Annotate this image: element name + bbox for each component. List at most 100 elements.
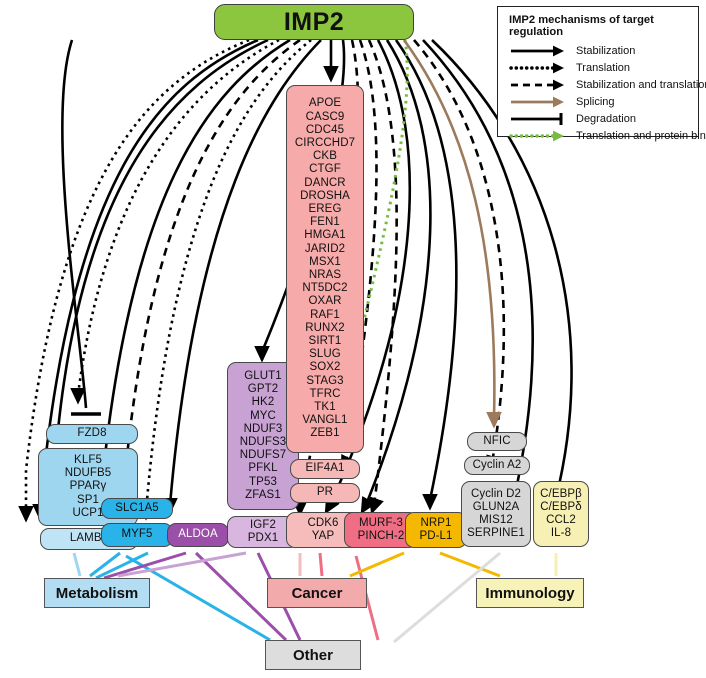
gene-label: NDUFB5 [64,467,112,480]
category-label: Cancer [291,584,343,602]
target-node-nrp1: NRP1 PD-L1 [405,512,467,548]
category-cancer: Cancer [267,578,367,608]
gene-label: MYF5 [121,528,153,541]
category-label: Metabolism [55,584,139,602]
gene-label: PR [316,486,334,499]
gene-label: SOX2 [309,361,341,374]
gene-label: VANGL1 [302,414,348,427]
gene-label: TP53 [249,475,277,488]
category-metabolism: Metabolism [44,578,150,608]
gene-label: ALDOA [178,528,218,541]
legend-item: Stabilization [507,42,689,59]
target-node-cancer-list: APOE CASC9 CDC45 CIRCCHD7 CKB CTGF DANCR DROSHA… [286,85,364,453]
gene-label: NFIC [483,434,511,447]
gene-label: GLUN2A [472,500,520,513]
gene-label: PINCH-2 [357,530,405,542]
gene-label: JARID2 [304,242,346,255]
gene-label: TK1 [314,401,336,414]
target-node-fzd8: FZD8 [46,424,138,444]
target-node-myf5: MYF5 [101,523,173,547]
gene-label: ZEB1 [310,427,340,440]
imp2-label: IMP2 [283,7,345,36]
gene-label: UCP1 [72,506,104,519]
category-other: Other [265,640,361,670]
gene-label: NDUFS3 [239,436,287,448]
legend-item: Translation and protein binding [507,127,706,144]
gene-label: DROSHA [300,189,350,202]
gene-label: MYC [250,409,276,422]
legend-item: Degradation [507,110,689,127]
gene-label: EIF4A1 [305,462,345,475]
gene-label: ZFAS1 [245,488,281,501]
gene-label: GLUT1 [244,369,282,382]
gene-label: CCL2 [546,514,576,526]
legend-line-sample [509,130,564,141]
legend-line-sample [509,62,564,73]
gene-label: PFKL [248,462,278,475]
gene-label: Cyclin A2 [472,458,522,471]
gene-label: CIRCCHD7 [294,136,356,149]
gene-label: HMGA1 [304,229,346,242]
gene-label: RUNX2 [305,321,345,334]
gene-label: C/EBPβ [540,487,582,500]
gene-label: NT5DC2 [302,282,348,295]
gene-label: CKB [313,150,337,163]
gene-label: APOE [308,97,342,110]
category-label: Immunology [485,584,575,602]
target-node-pr: PR [290,483,360,503]
legend-item-label: Stabilization [576,44,636,57]
gene-label: LAMB2 [69,532,109,545]
legend-item-label: Stabilization and translation [576,78,706,91]
imp2-root-node: IMP2 [214,4,414,40]
legend-item-label: Splicing [576,95,615,108]
legend-item-label: Degradation [576,112,636,125]
gene-label: SLC1A5 [115,501,159,514]
gene-label: FZD8 [77,427,107,440]
legend-item: Translation [507,59,689,76]
target-node-cyclin-a2: Cyclin A2 [464,456,530,475]
legend-item-label: Translation [576,61,631,74]
gene-label: SIRT1 [308,335,342,348]
gene-label: IGF2 [250,518,276,531]
gene-label: MSX1 [309,255,341,268]
gene-label: SLUG [309,348,341,361]
gene-label: FEN1 [310,216,340,229]
legend-item-label: Translation and protein binding [576,129,706,142]
target-node-nfic: NFIC [467,432,527,451]
wire-degradation-fzd8 [61,39,101,416]
gene-label: MIS12 [479,514,513,526]
gene-label: CDC45 [305,123,345,136]
legend-line-sample [511,45,564,56]
gene-label: TFRC [309,387,341,400]
gene-label: DANCR [304,176,346,189]
gene-label: IL-8 [550,527,572,540]
legend-title: IMP2 mechanisms of target regulation [509,14,654,38]
target-node-cebp-group: C/EBPβ C/EBPδ CCL2 IL-8 [533,481,589,547]
legend-item: Splicing [507,93,689,110]
legend-item: Stabilization and translation [507,76,706,93]
gene-label: NRP1 [420,516,452,529]
target-node-cyclin-d2-group: Cyclin D2 GLUN2A MIS12 SERPINE1 [461,481,531,547]
gene-label: RAF1 [310,308,340,321]
category-immunology: Immunology [476,578,584,608]
gene-label: OXAR [308,295,342,308]
gene-label: CASC9 [305,110,345,123]
gene-label: NDUF3 [243,422,283,435]
legend-line-sample [511,112,563,125]
gene-label: KLF5 [74,453,102,466]
target-node-eif4a1: EIF4A1 [290,459,360,479]
gene-label: C/EBPδ [540,500,582,513]
gene-label: STAG3 [306,374,344,387]
category-label: Other [292,646,333,664]
gene-label: NDUFS7 [239,449,287,462]
target-node-aldoa: ALDOA [167,523,229,547]
gene-label: GPT2 [247,383,279,396]
legend-panel: IMP2 mechanisms of target regulation Sta… [497,6,706,142]
gene-label: YAP [311,530,335,542]
gene-label: PD-L1 [419,530,453,542]
legend-line-sample [511,79,564,90]
gene-label: MURF-3 [358,516,404,529]
gene-label: Cyclin D2 [470,487,522,500]
gene-label: SP1 [76,493,100,506]
gene-label: PPARγ [69,480,107,493]
